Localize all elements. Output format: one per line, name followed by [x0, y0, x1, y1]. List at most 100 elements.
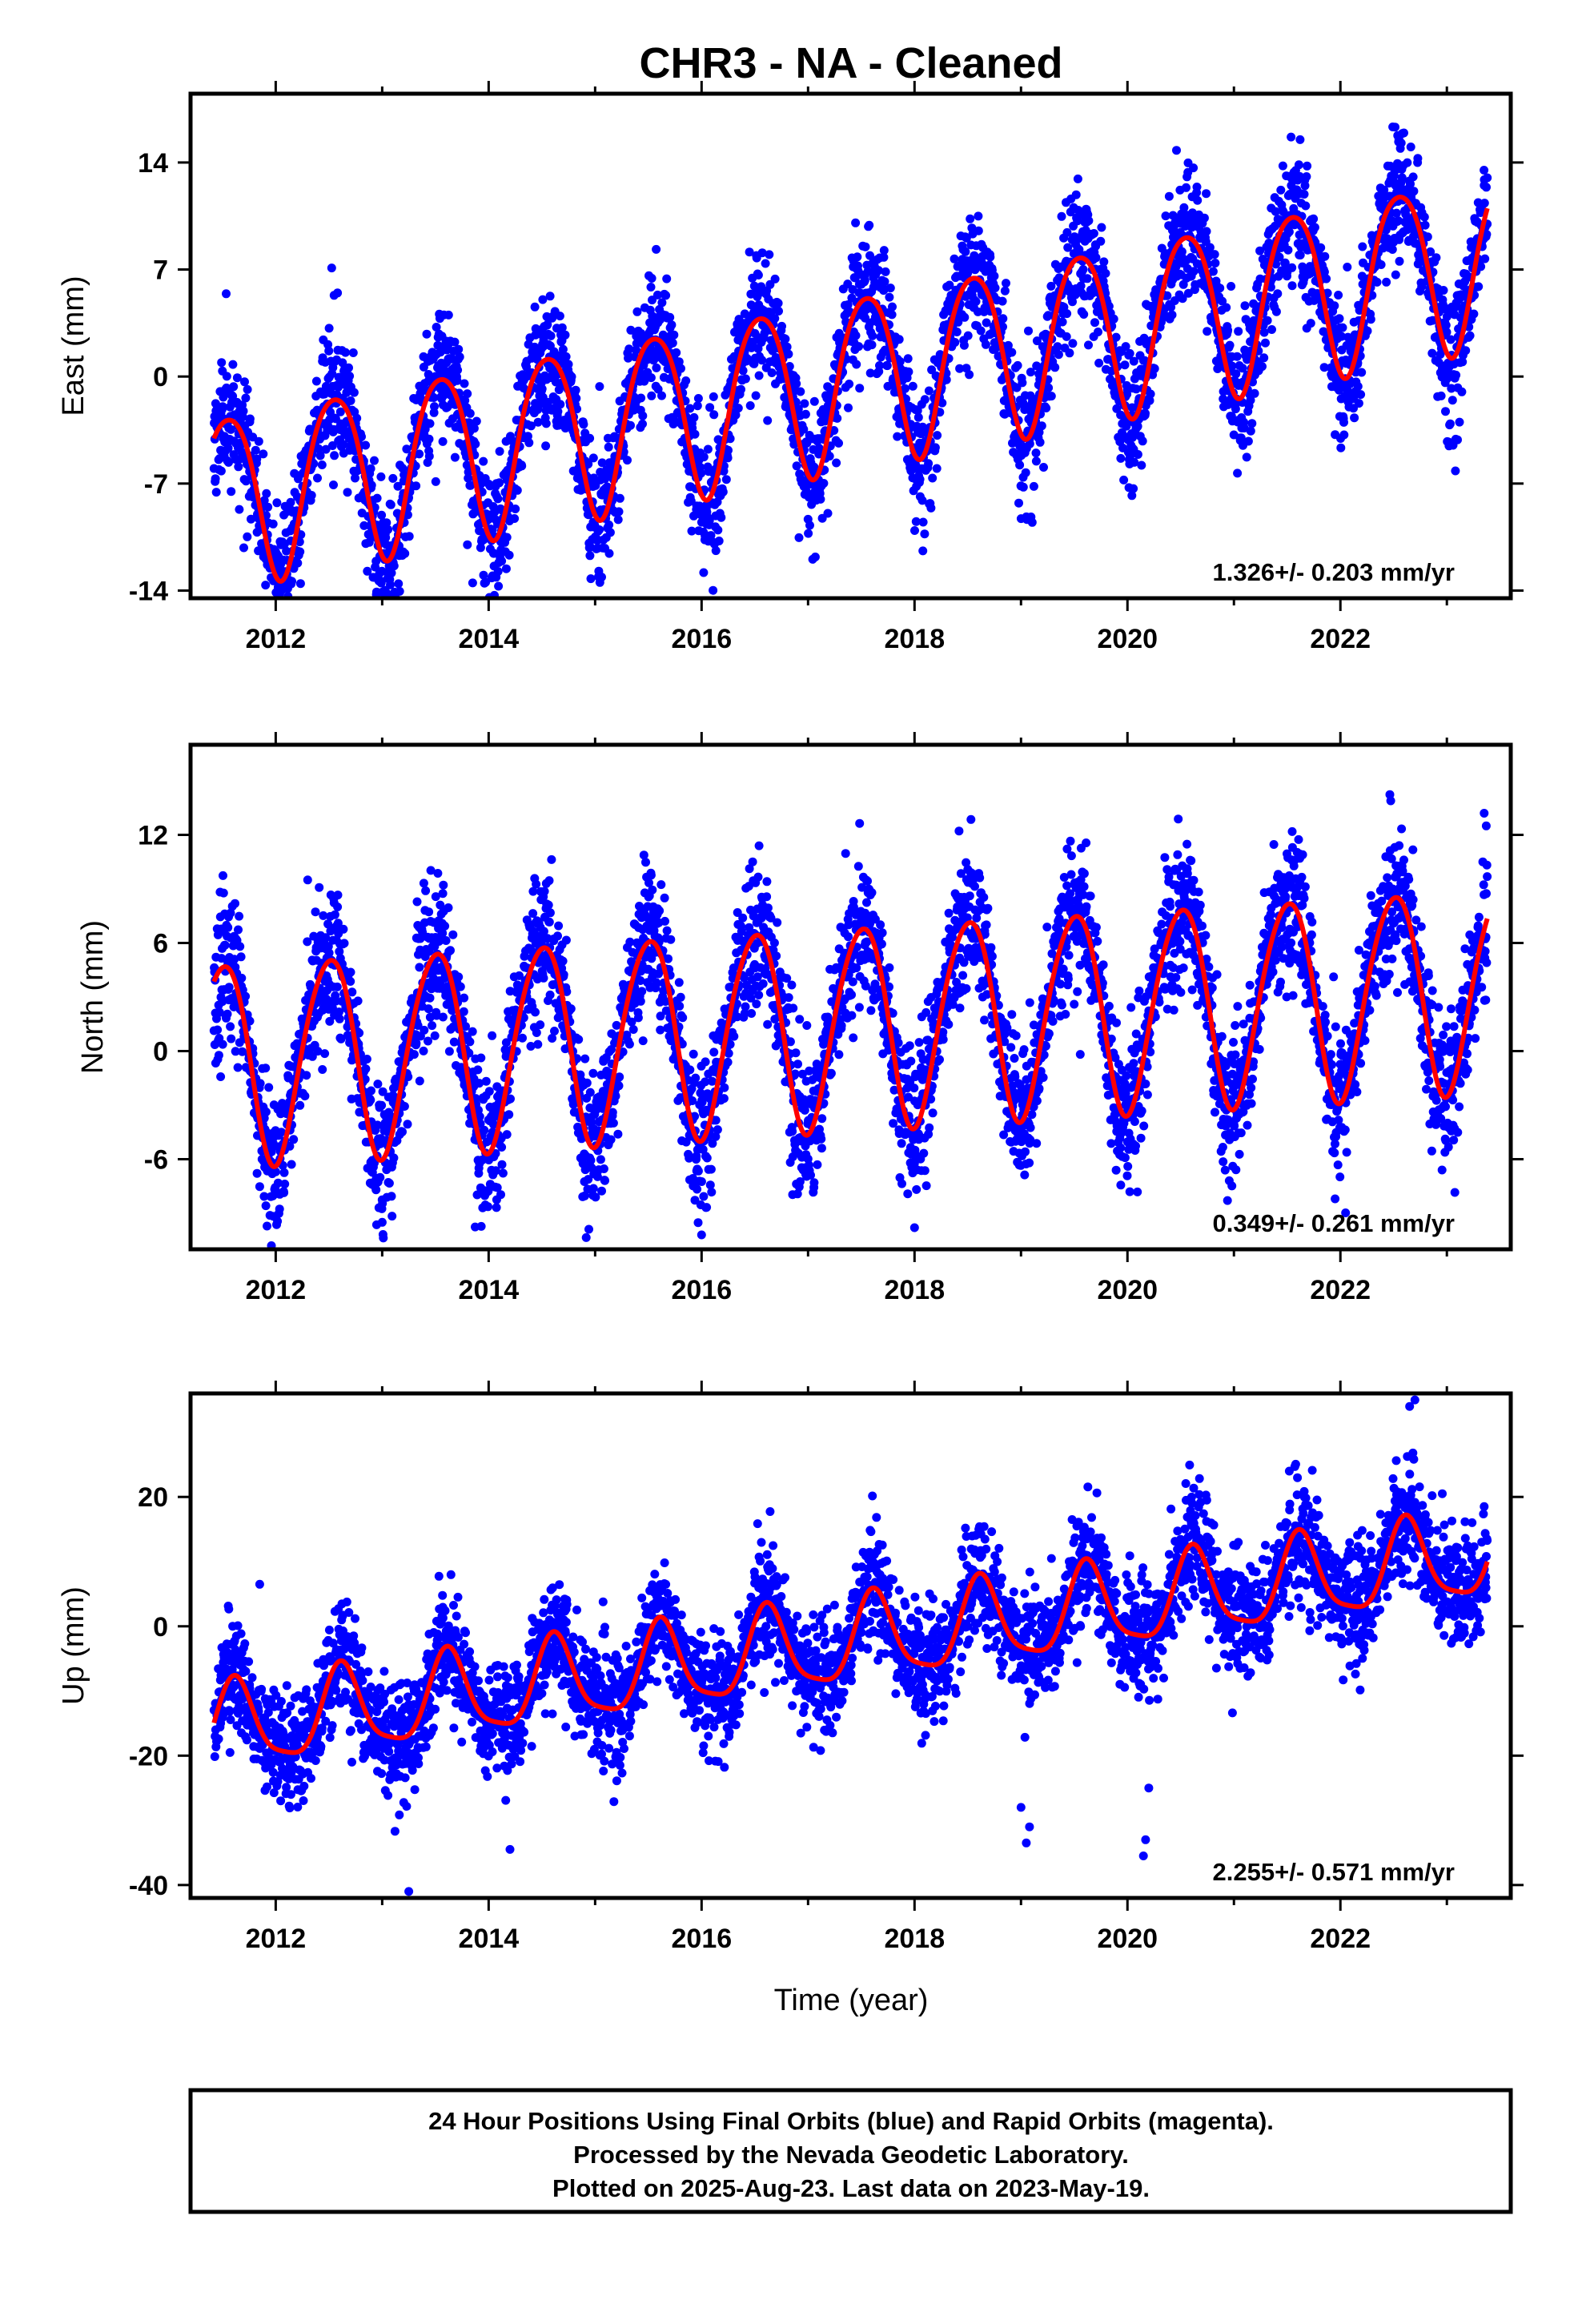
data-point	[1294, 160, 1303, 170]
data-point	[632, 345, 640, 355]
data-point	[335, 1014, 344, 1023]
data-point	[377, 1100, 387, 1110]
data-point	[1133, 421, 1142, 431]
data-point	[278, 602, 287, 611]
data-point	[705, 516, 714, 525]
data-point	[918, 517, 928, 527]
data-point	[805, 521, 814, 530]
data-point	[479, 570, 488, 580]
data-point	[809, 396, 819, 406]
data-point	[823, 509, 833, 518]
data-point	[444, 903, 453, 912]
data-point	[709, 585, 718, 595]
data-point	[324, 346, 334, 356]
data-point	[624, 353, 633, 363]
data-point	[952, 328, 962, 336]
data-point	[853, 252, 862, 262]
data-point	[440, 366, 450, 375]
data-point	[228, 360, 238, 369]
data-point	[524, 438, 534, 448]
data-point	[982, 318, 991, 328]
data-point	[237, 973, 247, 983]
data-point	[757, 356, 767, 365]
data-point	[1338, 323, 1347, 332]
data-point	[380, 1260, 389, 1269]
data-point	[541, 441, 551, 451]
data-point	[804, 529, 813, 538]
data-point	[926, 503, 936, 513]
data-point	[1002, 279, 1010, 288]
data-point	[626, 420, 635, 430]
data-point	[703, 444, 713, 454]
data-point	[431, 476, 440, 486]
data-point	[1145, 396, 1154, 405]
data-point	[333, 903, 343, 911]
data-point	[785, 362, 794, 371]
data-point	[668, 338, 677, 348]
data-point	[448, 930, 458, 939]
data-point	[595, 525, 604, 534]
data-point	[657, 298, 667, 308]
data-point	[1120, 360, 1130, 370]
data-point	[1024, 326, 1033, 336]
data-point	[1129, 484, 1138, 493]
data-point	[1343, 263, 1352, 271]
data-point	[460, 396, 470, 405]
data-point	[1413, 154, 1423, 163]
data-point	[1068, 297, 1077, 307]
data-point	[279, 600, 287, 609]
data-point	[343, 488, 352, 497]
data-point	[373, 608, 382, 617]
data-point	[419, 879, 428, 888]
data-point	[893, 432, 902, 441]
data-point	[904, 367, 913, 376]
data-point	[372, 493, 382, 503]
data-point	[211, 474, 220, 484]
data-point	[903, 354, 913, 364]
data-point	[669, 330, 679, 340]
data-point	[430, 1031, 440, 1040]
data-point	[512, 485, 522, 495]
data-point	[1166, 303, 1176, 312]
data-point	[1231, 404, 1240, 414]
data-point	[224, 983, 234, 992]
data-point	[784, 349, 793, 359]
data-point	[538, 295, 548, 304]
data-point	[327, 263, 336, 273]
data-point	[879, 246, 889, 255]
data-point	[234, 462, 243, 472]
data-point	[860, 275, 869, 285]
data-point	[1387, 245, 1397, 254]
data-point	[400, 1102, 409, 1111]
data-point	[1259, 353, 1269, 363]
data-point	[706, 531, 716, 541]
data-point	[425, 993, 435, 1003]
y-tick-label: -14	[129, 576, 168, 606]
data-point	[553, 407, 563, 416]
data-point	[699, 452, 709, 462]
data-point	[211, 488, 221, 497]
data-point	[1210, 250, 1219, 259]
data-point	[1014, 498, 1023, 508]
data-point	[1170, 296, 1179, 305]
data-point	[504, 550, 514, 560]
data-point	[954, 317, 963, 327]
data-point	[741, 374, 750, 384]
data-point	[425, 419, 435, 428]
data-point	[723, 453, 733, 463]
data-point	[229, 382, 239, 392]
data-point	[424, 1036, 432, 1046]
data-point	[1091, 253, 1101, 263]
data-point	[685, 404, 695, 413]
data-point	[1042, 404, 1051, 412]
data-point	[460, 993, 469, 1003]
x-tick-label: 2014	[459, 624, 520, 654]
data-point	[638, 411, 648, 420]
data-point	[252, 1168, 262, 1178]
data-point	[541, 419, 551, 428]
data-point	[452, 376, 462, 385]
data-point	[389, 1153, 399, 1163]
data-point	[920, 529, 930, 539]
data-point	[816, 494, 825, 504]
